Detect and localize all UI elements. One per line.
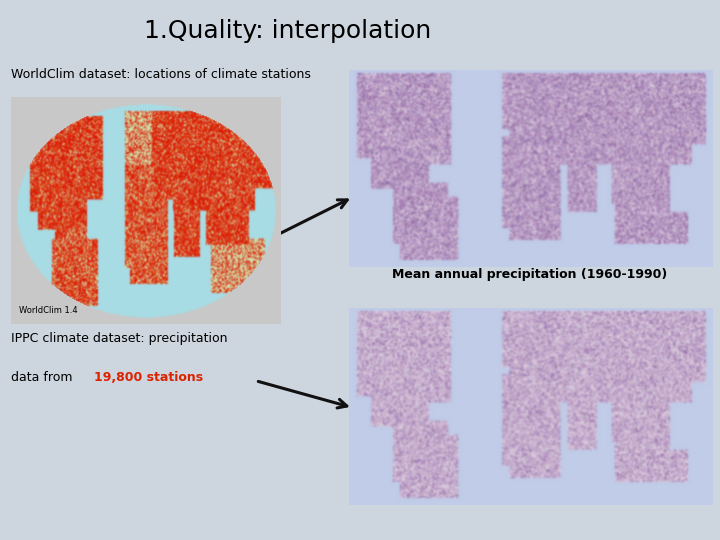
Text: 19,800 stations: 19,800 stations xyxy=(94,371,203,384)
Text: IPPC climate dataset: precipitation: IPPC climate dataset: precipitation xyxy=(11,332,228,345)
FancyArrowPatch shape xyxy=(279,200,347,234)
Text: WorldClim 1.4: WorldClim 1.4 xyxy=(19,306,78,315)
Text: WorldClim dataset: locations of climate stations: WorldClim dataset: locations of climate … xyxy=(11,68,310,80)
Text: Mean annual precipitation (1960-1990): Mean annual precipitation (1960-1990) xyxy=(392,268,667,281)
Text: 1.Quality: interpolation: 1.Quality: interpolation xyxy=(145,19,431,43)
Text: 47,554 stations: 47,554 stations xyxy=(152,106,261,119)
Text: data from: data from xyxy=(11,371,76,384)
FancyArrowPatch shape xyxy=(258,381,347,408)
Text: with precipitation data -: with precipitation data - xyxy=(11,106,165,119)
